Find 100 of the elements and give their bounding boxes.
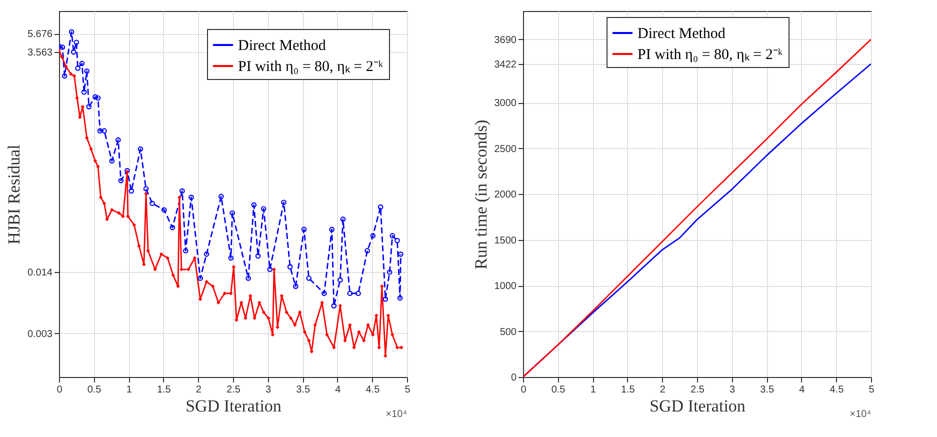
point bbox=[340, 216, 346, 222]
point bbox=[306, 276, 312, 281]
x-tick-label: 3.5 bbox=[296, 384, 310, 396]
x-axis-title: SGD Iteration bbox=[650, 396, 746, 416]
x-tick-label: 1.5 bbox=[620, 384, 636, 396]
point bbox=[370, 233, 376, 238]
y-tick-label: 2000 bbox=[494, 190, 517, 200]
point bbox=[97, 128, 103, 134]
point bbox=[267, 266, 273, 272]
y-tick-label: 500 bbox=[500, 326, 517, 338]
point bbox=[255, 253, 261, 259]
x-tick-label: 5 bbox=[404, 384, 411, 396]
x-tick-label: 2.5 bbox=[226, 384, 241, 396]
point bbox=[338, 277, 343, 283]
y-tick-label: 1500 bbox=[494, 235, 517, 246]
point bbox=[390, 233, 396, 238]
point bbox=[102, 128, 107, 134]
point bbox=[75, 66, 80, 71]
y-tick-label: 3000 bbox=[494, 98, 517, 109]
point bbox=[74, 40, 80, 46]
point bbox=[60, 44, 66, 50]
point bbox=[62, 73, 68, 79]
point bbox=[109, 158, 115, 164]
x-tick-label: 1 bbox=[590, 384, 596, 396]
x-tick-label: 2 bbox=[196, 384, 202, 396]
point bbox=[128, 188, 134, 194]
point bbox=[183, 248, 188, 254]
point bbox=[331, 303, 337, 308]
point bbox=[260, 206, 266, 212]
point bbox=[228, 255, 234, 261]
point bbox=[180, 188, 185, 194]
x-tick-label: 4 bbox=[799, 384, 806, 396]
point bbox=[170, 224, 176, 230]
point bbox=[218, 194, 224, 200]
point bbox=[230, 210, 235, 216]
y-tick-label: 3690 bbox=[494, 34, 517, 46]
point bbox=[118, 178, 124, 184]
point bbox=[138, 146, 144, 152]
point bbox=[322, 290, 327, 296]
x-tick-label: 3 bbox=[266, 384, 272, 396]
legend-label: PI with η₀ = 80, ηₖ = 2⁻ᵏ bbox=[638, 47, 783, 63]
point bbox=[86, 104, 92, 110]
legend-label: Direct Method bbox=[238, 38, 326, 54]
point bbox=[161, 207, 167, 213]
x-tick-label: 1.5 bbox=[156, 384, 172, 396]
point bbox=[347, 290, 353, 296]
x-tick-label: 3 bbox=[730, 384, 736, 396]
point bbox=[150, 200, 155, 206]
legend-label: Direct Method bbox=[638, 26, 726, 42]
point bbox=[281, 200, 286, 206]
point bbox=[382, 296, 388, 302]
x-axis-title: SGD Iteration bbox=[186, 396, 282, 416]
point bbox=[246, 276, 251, 281]
point bbox=[84, 68, 90, 74]
point bbox=[386, 269, 392, 275]
point bbox=[251, 202, 257, 208]
point bbox=[378, 204, 384, 210]
y-tick-label: 0.003 bbox=[27, 328, 53, 340]
point bbox=[95, 95, 101, 101]
point bbox=[188, 194, 194, 200]
point bbox=[356, 290, 361, 296]
x-tick-label: 0 bbox=[56, 384, 63, 396]
x-tick-label: 0.5 bbox=[551, 384, 566, 396]
y-tick-label: 3.563 bbox=[27, 48, 53, 59]
point bbox=[394, 238, 400, 244]
y-tick-label: 5.676 bbox=[27, 29, 53, 40]
x-tick-label: 2 bbox=[660, 384, 666, 396]
text: ×10⁴ bbox=[386, 409, 407, 420]
y-tick-label: 0.014 bbox=[27, 268, 53, 279]
x-tick-label: 4.5 bbox=[366, 384, 380, 396]
point bbox=[301, 226, 307, 232]
point bbox=[292, 284, 298, 289]
x-tick-label: 3.5 bbox=[760, 384, 774, 396]
x-tick-label: 5 bbox=[868, 384, 875, 396]
point bbox=[81, 89, 87, 95]
x-tick-label: 1 bbox=[126, 384, 132, 396]
text: ×10⁴ bbox=[850, 409, 871, 420]
y-tick-label: 1000 bbox=[494, 281, 517, 292]
point bbox=[68, 29, 74, 35]
y-tick-label: 0 bbox=[510, 372, 517, 384]
point bbox=[79, 60, 85, 66]
point bbox=[329, 226, 335, 232]
x-tick-label: 0 bbox=[520, 384, 527, 396]
x-tick-label: 0.5 bbox=[87, 384, 102, 396]
point bbox=[70, 49, 76, 55]
point bbox=[198, 276, 203, 281]
y-tick-label: 2500 bbox=[494, 144, 517, 155]
y-axis-title: Run time (in seconds) bbox=[471, 120, 490, 270]
x-tick-label: 4.5 bbox=[830, 384, 844, 396]
legend-label: PI with η₀ = 80, ηₖ = 2⁻ᵏ bbox=[238, 59, 384, 75]
point bbox=[398, 252, 404, 257]
y-tick-label: 3422 bbox=[494, 59, 517, 70]
y-axis-title: HJBI Residual bbox=[4, 144, 24, 244]
point bbox=[92, 94, 98, 100]
x-tick-label: 2.5 bbox=[690, 384, 705, 396]
point bbox=[143, 186, 149, 192]
point bbox=[204, 252, 210, 257]
point bbox=[115, 137, 121, 143]
point bbox=[287, 264, 293, 270]
point bbox=[397, 295, 403, 301]
